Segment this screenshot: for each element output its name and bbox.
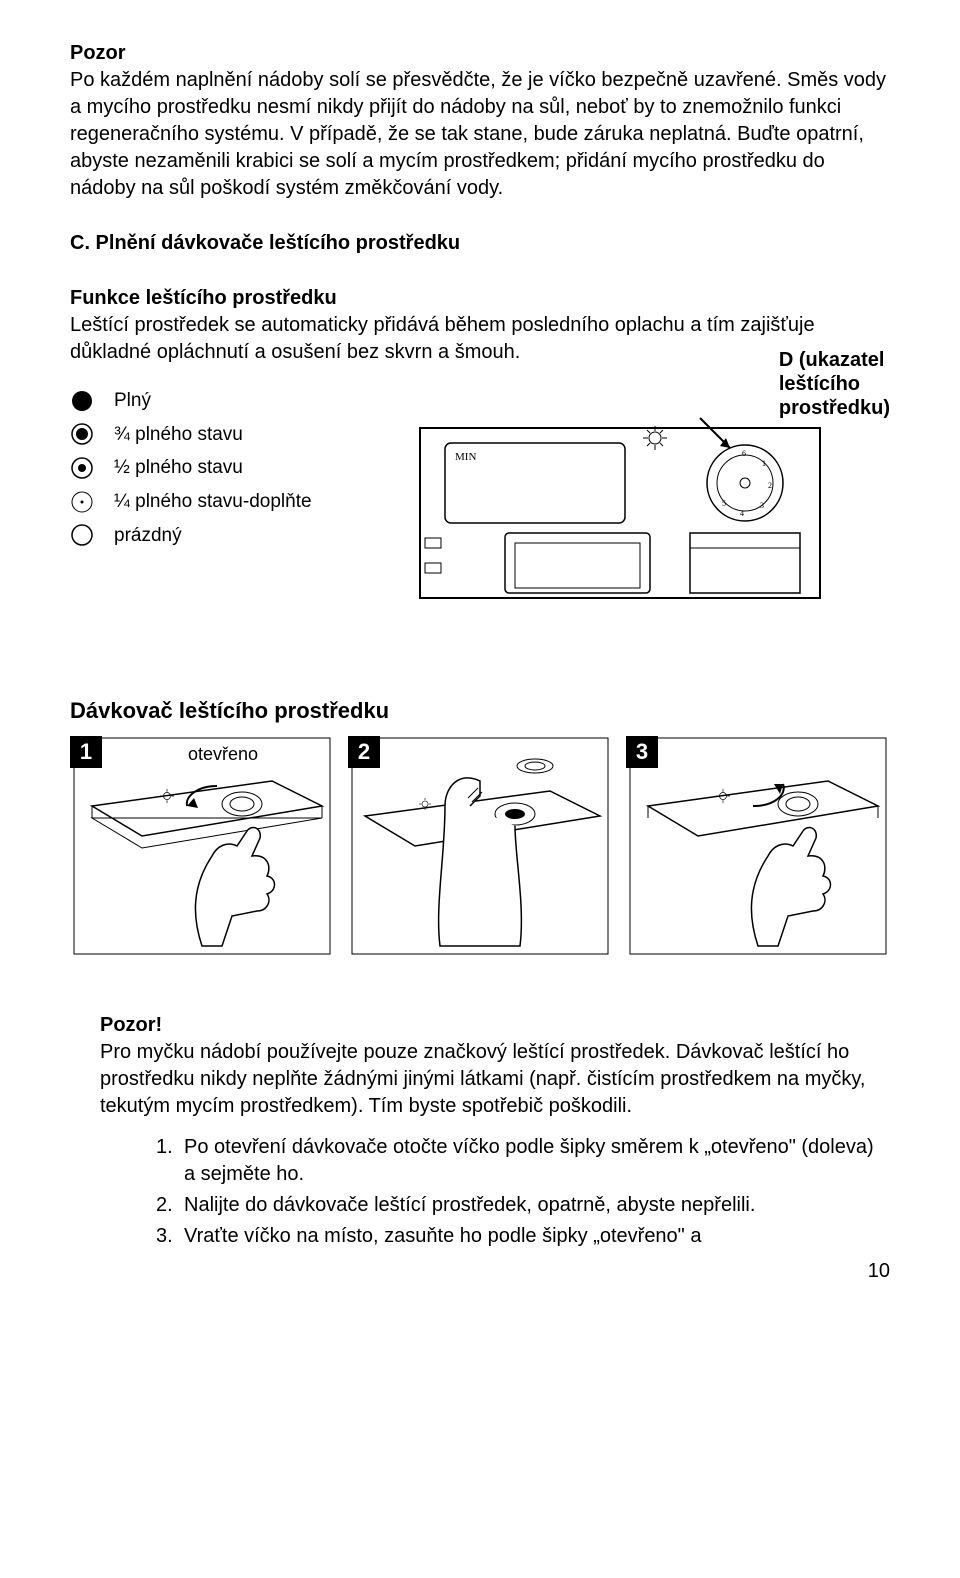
step-3-svg (626, 736, 890, 956)
step-1: 1 otevřeno (70, 736, 334, 964)
function-title: Funkce leštícího prostředku (70, 285, 890, 312)
instruction-1-text: Po otevření dávkovače otočte víčko podle… (184, 1134, 890, 1188)
instruction-2-num: 2. (156, 1192, 184, 1219)
dispenser-diagram: D (ukazatel leštícího prostředku) MIN (390, 388, 890, 636)
function-block: Funkce leštícího prostředku Leštící pros… (70, 285, 890, 366)
indicator-three-quarter-icon (70, 422, 94, 446)
legend-quarter-label: ¼ plného stavu-doplňte (114, 489, 312, 515)
legend-empty: prázdný (70, 523, 370, 549)
legend-three-quarter: ¾ plného stavu (70, 422, 370, 448)
d-label: D (ukazatel leštícího prostředku) (779, 348, 890, 420)
legend-three-quarter-label: ¾ plného stavu (114, 422, 243, 448)
legend-half: ½ plného stavu (70, 455, 370, 481)
indicator-legend: Plný ¾ plného stavu ½ plného stavu ¼ pln… (70, 388, 370, 556)
indicator-row: Plný ¾ plného stavu ½ plného stavu ¼ pln… (70, 388, 890, 636)
legend-quarter: ¼ plného stavu-doplňte (70, 489, 370, 515)
section-c-title: C. Plnění dávkovače leštícího prostředku (70, 230, 890, 257)
step-1-svg (70, 736, 334, 956)
step-1-label: otevřeno (188, 742, 258, 766)
indicator-full-icon (70, 389, 94, 413)
instruction-2-text: Nalijte do dávkovače leštící prostředek,… (184, 1192, 755, 1219)
instruction-3-text: Vraťte víčko na místo, zasuňte ho podle … (184, 1223, 701, 1250)
step-2: 2 (348, 736, 612, 964)
warning-1-body: Po každém naplnění nádoby solí se přesvě… (70, 67, 890, 202)
svg-text:5: 5 (722, 499, 726, 508)
warning-1-title: Pozor (70, 40, 890, 67)
warning-2-title: Pozor! (100, 1012, 890, 1039)
svg-text:MIN: MIN (455, 451, 476, 463)
instruction-1-num: 1. (156, 1134, 184, 1188)
dispenser-svg: MIN 6 1 2 3 4 5 (390, 388, 850, 628)
svg-text:2: 2 (768, 481, 772, 490)
indicator-half-icon (70, 456, 94, 480)
svg-text:3: 3 (760, 501, 764, 510)
step-3: 3 (626, 736, 890, 964)
step-1-number: 1 (70, 736, 102, 768)
legend-full-label: Plný (114, 388, 151, 414)
svg-text:1: 1 (762, 459, 766, 468)
instruction-3-num: 3. (156, 1223, 184, 1250)
page-number: 10 (70, 1258, 890, 1285)
instruction-1: 1. Po otevření dávkovače otočte víčko po… (156, 1134, 890, 1188)
indicator-empty-icon (70, 523, 94, 547)
dispenser-heading: Dávkovač leštícího prostředku (70, 696, 890, 726)
indicator-quarter-icon (70, 490, 94, 514)
warning-1: Pozor Po každém naplnění nádoby solí se … (70, 40, 890, 202)
function-body: Leštící prostředek se automaticky přidáv… (70, 312, 890, 366)
instruction-2: 2. Nalijte do dávkovače leštící prostřed… (156, 1192, 890, 1219)
instruction-3: 3. Vraťte víčko na místo, zasuňte ho pod… (156, 1223, 890, 1250)
step-2-svg (348, 736, 612, 956)
instruction-list: 1. Po otevření dávkovače otočte víčko po… (100, 1134, 890, 1250)
warning-2-body: Pro myčku nádobí používejte pouze značko… (100, 1039, 890, 1120)
step-2-number: 2 (348, 736, 380, 768)
svg-text:4: 4 (740, 509, 744, 518)
legend-empty-label: prázdný (114, 523, 182, 549)
warning-2: Pozor! Pro myčku nádobí používejte pouze… (70, 1012, 890, 1250)
steps-row: 1 otevřeno 2 (70, 736, 890, 964)
legend-full: Plný (70, 388, 370, 414)
step-3-number: 3 (626, 736, 658, 768)
svg-text:6: 6 (742, 449, 746, 458)
legend-half-label: ½ plného stavu (114, 455, 243, 481)
